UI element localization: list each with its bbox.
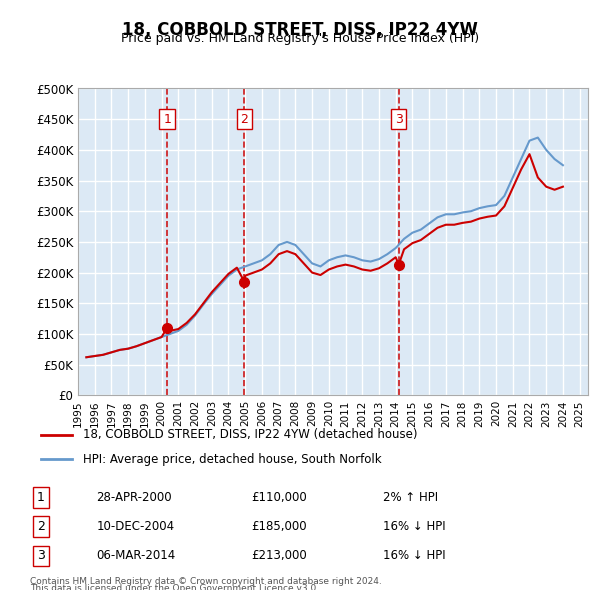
Text: 16% ↓ HPI: 16% ↓ HPI [383,520,446,533]
Text: 16% ↓ HPI: 16% ↓ HPI [383,549,446,562]
Text: 2: 2 [241,113,248,126]
Text: Contains HM Land Registry data © Crown copyright and database right 2024.: Contains HM Land Registry data © Crown c… [30,577,382,586]
Text: £110,000: £110,000 [251,491,307,504]
Text: HPI: Average price, detached house, South Norfolk: HPI: Average price, detached house, Sout… [83,453,382,466]
Text: 3: 3 [37,549,45,562]
Text: 2% ↑ HPI: 2% ↑ HPI [383,491,439,504]
Text: 18, COBBOLD STREET, DISS, IP22 4YW: 18, COBBOLD STREET, DISS, IP22 4YW [122,21,478,39]
Text: Price paid vs. HM Land Registry's House Price Index (HPI): Price paid vs. HM Land Registry's House … [121,32,479,45]
Text: 3: 3 [395,113,403,126]
Text: 06-MAR-2014: 06-MAR-2014 [96,549,175,562]
Text: £185,000: £185,000 [251,520,307,533]
Text: 2: 2 [37,520,45,533]
Text: 10-DEC-2004: 10-DEC-2004 [96,520,175,533]
Text: 18, COBBOLD STREET, DISS, IP22 4YW (detached house): 18, COBBOLD STREET, DISS, IP22 4YW (deta… [83,428,418,441]
Text: This data is licensed under the Open Government Licence v3.0.: This data is licensed under the Open Gov… [30,584,319,590]
Text: 1: 1 [163,113,171,126]
Text: 1: 1 [37,491,45,504]
Text: £213,000: £213,000 [251,549,307,562]
Text: 28-APR-2000: 28-APR-2000 [96,491,172,504]
